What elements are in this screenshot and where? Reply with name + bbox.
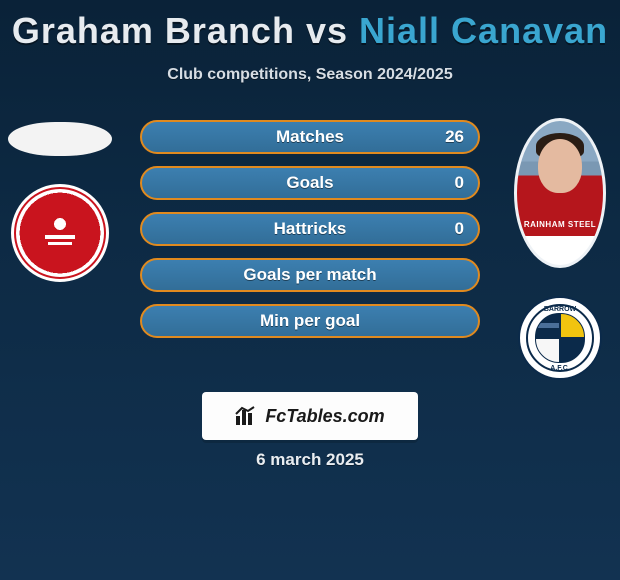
player2-headshot: RAINHAM STEEL xyxy=(514,118,606,268)
bar-label: Hattricks xyxy=(274,219,347,239)
crest-text-top: BARROW xyxy=(520,306,600,313)
bar-label: Goals xyxy=(286,173,333,193)
player2-name: Niall Canavan xyxy=(359,10,608,51)
page-title: Graham Branch vs Niall Canavan xyxy=(0,0,620,52)
chart-icon xyxy=(235,406,257,426)
left-player-column xyxy=(0,118,120,282)
bar-right-value: 0 xyxy=(455,173,464,193)
bar-right-value: 0 xyxy=(455,219,464,239)
bar-label: Min per goal xyxy=(260,311,360,331)
bar-label: Goals per match xyxy=(243,265,376,285)
date: 6 march 2025 xyxy=(0,450,620,470)
bar-hattricks: Hattricks 0 xyxy=(140,212,480,246)
comparison-bars: Matches 26 Goals 0 Hattricks 0 Goals per… xyxy=(140,120,480,338)
player1-headshot xyxy=(8,122,112,156)
bar-goals-per-match: Goals per match xyxy=(140,258,480,292)
subtitle: Club competitions, Season 2024/2025 xyxy=(0,66,620,84)
vs-text: vs xyxy=(306,10,348,51)
bar-matches: Matches 26 xyxy=(140,120,480,154)
bar-goals: Goals 0 xyxy=(140,166,480,200)
player1-club-crest xyxy=(11,184,109,282)
bar-min-per-goal: Min per goal xyxy=(140,304,480,338)
right-player-column: RAINHAM STEEL BARROW A.F.C. xyxy=(500,118,620,380)
bar-label: Matches xyxy=(276,127,344,147)
crest-text-bottom: A.F.C. xyxy=(520,365,600,372)
player1-name: Graham Branch xyxy=(12,10,295,51)
bar-right-value: 26 xyxy=(445,127,464,147)
kit-sponsor: RAINHAM STEEL xyxy=(517,220,603,229)
player2-club-crest: BARROW A.F.C. xyxy=(518,296,602,380)
crest-quarters xyxy=(535,313,585,363)
watermark-text: FcTables.com xyxy=(265,406,384,427)
headshot-face xyxy=(538,139,582,193)
watermark: FcTables.com xyxy=(202,392,418,440)
